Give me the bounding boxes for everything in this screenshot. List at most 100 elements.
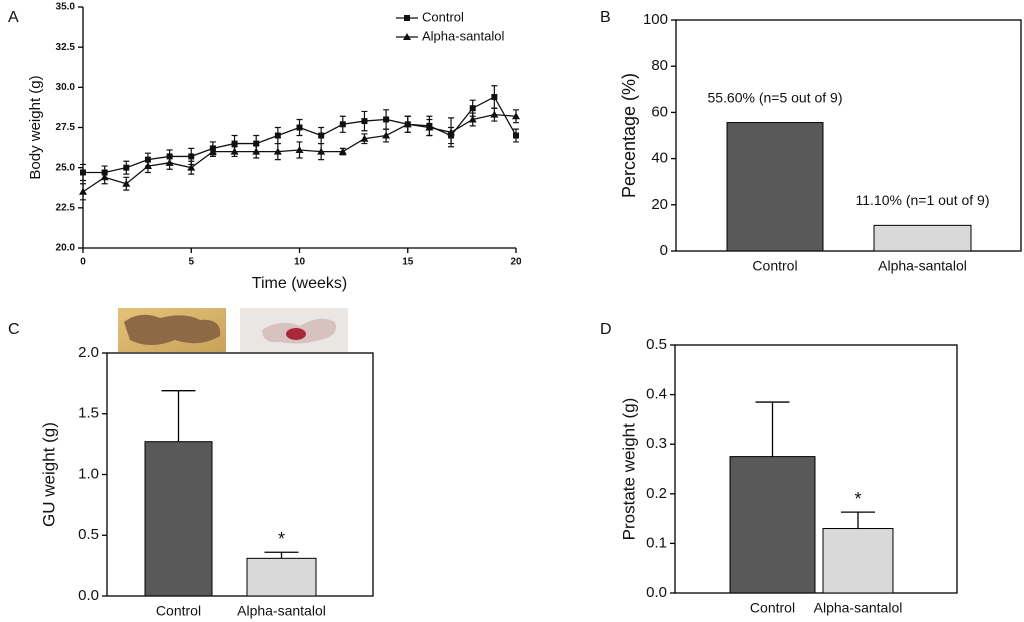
tissue: [124, 314, 221, 345]
panel-label: D: [600, 321, 612, 338]
bar: [729, 456, 816, 594]
y-tick-label: 60: [651, 103, 668, 120]
error-bar: [755, 401, 790, 457]
marker: [425, 123, 434, 131]
legend-label: Control: [422, 9, 464, 24]
x-tick-label: Control: [752, 258, 797, 274]
x-tick-label: Alpha-santalol: [878, 258, 967, 274]
y-tick-label: 30.0: [56, 82, 76, 93]
marker: [513, 132, 519, 139]
x-tick-label: Control: [750, 600, 795, 616]
marker: [361, 118, 368, 125]
marker: [490, 110, 499, 118]
y-tick-label: 0.1: [646, 534, 667, 551]
y-tick-label: 2.0: [78, 344, 99, 361]
error-bar: [841, 511, 875, 529]
marker: [512, 112, 520, 120]
marker: [100, 173, 109, 181]
legend-label: Alpha-santalol: [422, 28, 504, 43]
marker: [296, 124, 303, 131]
y-axis-label: Body weight (g): [27, 75, 44, 179]
marker: [80, 169, 86, 176]
marker: [317, 147, 326, 155]
y-tick-label: 0.0: [78, 587, 99, 604]
marker: [123, 164, 130, 171]
y-axis-label: Prostate weight (g): [619, 398, 638, 541]
tissue: [286, 328, 306, 340]
x-tick-label: 10: [294, 257, 306, 268]
marker: [383, 116, 390, 123]
y-tick-label: 80: [651, 57, 668, 74]
x-axis-label: Time (weeks): [252, 275, 347, 292]
y-tick-label: 0: [660, 242, 668, 259]
marker: [469, 105, 476, 112]
bar: [822, 528, 894, 594]
significance-label: *: [278, 529, 285, 549]
x-tick-label: 0: [80, 257, 86, 268]
y-tick-label: 32.5: [56, 42, 76, 53]
marker: [143, 162, 152, 170]
marker: [403, 120, 412, 128]
y-tick-label: 35.0: [56, 2, 76, 13]
y-tick-label: 1.5: [78, 405, 99, 422]
significance-label: *: [854, 489, 861, 509]
y-tick-label: 20.0: [56, 243, 76, 254]
y-tick-label: 0.5: [646, 336, 667, 353]
marker: [187, 163, 196, 171]
y-tick-label: 0.2: [646, 485, 667, 502]
y-tick-label: 22.5: [56, 202, 76, 213]
marker: [360, 134, 369, 142]
marker: [273, 147, 282, 155]
marker: [274, 132, 281, 139]
marker: [165, 158, 174, 166]
plot-frame: [674, 344, 958, 594]
marker: [253, 140, 260, 147]
y-axis-label: GU weight (g): [39, 422, 58, 527]
y-tick-label: 0.0: [646, 584, 667, 601]
panel-label: C: [8, 321, 20, 338]
bar: [873, 224, 972, 252]
y-tick-label: 0.4: [646, 386, 667, 403]
marker: [468, 115, 477, 123]
y-tick-label: 27.5: [56, 122, 76, 133]
y-tick-label: 1.0: [78, 465, 99, 482]
marker: [231, 140, 238, 147]
plot-frame: [675, 19, 1022, 252]
x-tick-label: Control: [156, 603, 201, 619]
marker: [230, 147, 239, 155]
marker: [208, 147, 217, 155]
marker: [122, 179, 131, 187]
y-axis-label: Percentage (%): [619, 73, 639, 198]
y-tick-label: 25.0: [56, 162, 76, 173]
value-label: 55.60% (n=5 out of 9): [707, 89, 842, 105]
marker: [79, 187, 87, 195]
marker: [338, 147, 347, 155]
y-tick-label: 0.3: [646, 435, 667, 452]
panel-label: B: [600, 9, 611, 26]
x-tick-label: 15: [402, 257, 414, 268]
legend-marker: [404, 15, 410, 21]
marker: [318, 132, 325, 139]
x-tick-label: Alpha-santalol: [237, 603, 326, 619]
y-tick-label: 20: [651, 196, 668, 213]
panel-label: A: [8, 9, 19, 26]
marker: [295, 145, 304, 153]
legend-marker: [403, 33, 411, 40]
error-bar: [264, 551, 299, 559]
x-tick-label: 5: [188, 257, 194, 268]
tissue-photos: [118, 308, 348, 352]
y-tick-label: 40: [651, 150, 668, 167]
value-label: 11.10% (n=1 out of 9): [856, 192, 990, 208]
y-tick-label: 0.5: [78, 526, 99, 543]
bar: [246, 557, 317, 597]
marker: [382, 131, 391, 139]
bar: [726, 122, 824, 252]
marker: [252, 147, 261, 155]
marker: [447, 128, 456, 136]
x-tick-label: Alpha-santalol: [814, 600, 903, 616]
bar: [144, 441, 213, 597]
marker: [339, 121, 346, 128]
y-tick-label: 100: [643, 11, 668, 28]
marker: [491, 93, 498, 100]
